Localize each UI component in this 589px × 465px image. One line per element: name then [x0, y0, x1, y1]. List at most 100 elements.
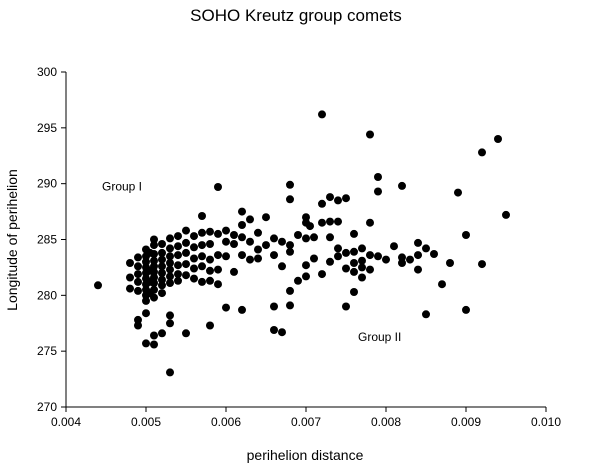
- data-point: [366, 251, 374, 260]
- x-tick-label: 0.006: [211, 415, 241, 429]
- data-point: [270, 251, 278, 260]
- data-point: [478, 260, 486, 269]
- data-point: [142, 257, 150, 266]
- data-point: [190, 264, 198, 273]
- data-point: [318, 110, 326, 119]
- chart-title: SOHO Kreutz group comets: [190, 6, 402, 25]
- data-point: [494, 135, 502, 143]
- x-axis-ticks: 0.004 0.005 0.006 0.007 0.008 0.009 0.010: [51, 407, 561, 429]
- data-point: [150, 273, 158, 282]
- data-point: [142, 296, 150, 305]
- data-point: [358, 256, 366, 265]
- data-point: [190, 232, 198, 241]
- data-point: [334, 244, 342, 253]
- data-point: [158, 281, 166, 290]
- data-point: [294, 276, 302, 285]
- data-point: [318, 218, 326, 227]
- data-point: [150, 279, 158, 287]
- data-point: [318, 199, 326, 208]
- data-point: [254, 254, 262, 263]
- data-point: [390, 242, 398, 251]
- data-point: [158, 269, 166, 277]
- data-point: [222, 226, 230, 235]
- data-point: [366, 218, 374, 227]
- data-point: [270, 326, 278, 334]
- data-point: [286, 180, 294, 189]
- data-point: [182, 260, 190, 269]
- y-axis-label: Longitude of perihelion: [4, 169, 20, 311]
- data-point: [214, 183, 222, 191]
- y-tick-label: 280: [37, 288, 57, 302]
- data-point: [150, 340, 158, 349]
- data-point: [454, 188, 462, 197]
- data-point: [462, 231, 470, 239]
- data-point: [230, 267, 238, 276]
- data-point: [206, 321, 214, 330]
- data-point: [254, 228, 262, 237]
- data-point: [174, 261, 182, 270]
- data-point: [206, 240, 214, 248]
- data-point: [446, 259, 454, 267]
- data-point: [182, 329, 190, 338]
- data-point: [270, 302, 278, 311]
- data-point: [134, 270, 142, 279]
- data-point: [190, 243, 198, 252]
- data-point: [286, 195, 294, 204]
- data-point: [262, 213, 270, 222]
- data-point: [238, 221, 246, 229]
- data-point: [166, 265, 174, 274]
- data-point: [318, 270, 326, 279]
- data-point: [142, 339, 150, 348]
- data-point: [150, 262, 158, 271]
- y-tick-label: 295: [37, 121, 57, 135]
- data-point: [174, 232, 182, 241]
- y-tick-label: 300: [37, 65, 57, 79]
- data-point: [182, 248, 190, 257]
- annotation-label: Group I: [102, 179, 142, 193]
- data-point: [302, 234, 310, 243]
- data-point: [142, 309, 150, 318]
- data-point: [158, 255, 166, 264]
- data-point: [166, 319, 174, 328]
- data-point: [238, 251, 246, 260]
- data-point: [414, 238, 422, 247]
- x-axis-label: perihelion distance: [247, 447, 364, 463]
- annotations: Group I Group II: [102, 179, 401, 344]
- data-point: [334, 217, 342, 226]
- data-point: [342, 302, 350, 311]
- data-point: [462, 305, 470, 314]
- data-point: [262, 241, 270, 250]
- data-point: [438, 280, 446, 289]
- data-point: [398, 181, 406, 190]
- data-point: [158, 262, 166, 271]
- data-point: [278, 237, 286, 246]
- data-point: [326, 193, 334, 202]
- data-point: [174, 276, 182, 285]
- plot-area: 0.004 0.005 0.006 0.007 0.008 0.009 0.010 2702…: [37, 65, 561, 429]
- data-point: [134, 315, 142, 324]
- data-point: [502, 210, 510, 219]
- x-tick-label: 0.010: [531, 415, 561, 429]
- data-point: [342, 194, 350, 203]
- data-point: [198, 212, 206, 220]
- data-point: [158, 275, 166, 284]
- data-point: [246, 215, 254, 224]
- data-point: [366, 130, 374, 139]
- data-point: [174, 251, 182, 260]
- data-point: [182, 238, 190, 247]
- data-point: [302, 272, 310, 281]
- data-point: [358, 273, 366, 282]
- data-point: [150, 256, 158, 265]
- data-point: [286, 286, 294, 295]
- data-point: [238, 233, 246, 242]
- data-point: [310, 254, 318, 263]
- data-point: [206, 255, 214, 264]
- data-point: [374, 187, 382, 196]
- data-point: [334, 196, 342, 205]
- data-point: [166, 259, 174, 267]
- data-point: [166, 244, 174, 253]
- data-point: [222, 303, 230, 312]
- y-tick-label: 290: [37, 177, 57, 191]
- data-point: [150, 285, 158, 294]
